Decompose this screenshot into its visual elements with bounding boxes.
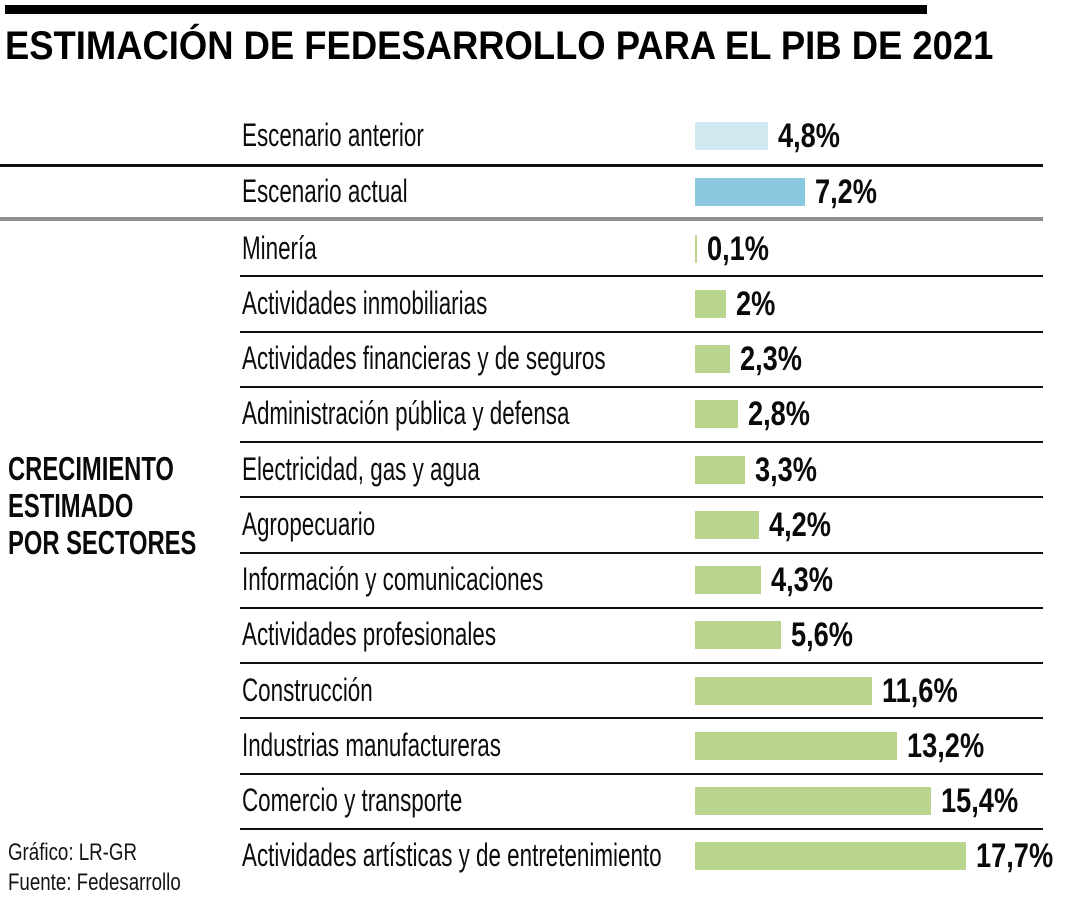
title-rule <box>5 5 927 14</box>
sector-value: 13,2% <box>906 726 985 765</box>
sector-row: Construcción 11,6% <box>0 662 1080 718</box>
sector-row: Agropecuario 4,2% <box>0 496 1080 552</box>
scenario-actual-bar <box>695 178 806 206</box>
sector-label: Construcción <box>242 671 373 708</box>
sector-label: Agropecuario <box>242 506 376 543</box>
scenario-anterior-label: Escenario anterior <box>242 117 424 154</box>
sector-bar <box>695 731 897 760</box>
row-separator <box>240 772 1043 775</box>
sector-bar-group: 15,4% <box>695 784 1037 818</box>
graphic-credit: Gráfico: LR-GR <box>8 839 137 866</box>
sector-label: Industrias manufactureras <box>242 727 501 764</box>
sector-bar-group: 13,2% <box>695 729 1003 763</box>
sector-bar <box>695 289 726 318</box>
sector-row: Electricidad, gas y agua 3,3% <box>0 441 1080 497</box>
scenario-row-actual: Escenario actual 7,2% <box>0 167 1080 217</box>
sector-label: Actividades artísticas y de entretenimie… <box>242 837 662 874</box>
sector-label: Administración pública y defensa <box>242 395 570 432</box>
sector-value: 3,3% <box>755 450 818 489</box>
sector-value: 11,6% <box>882 671 959 710</box>
sector-value: 0,1% <box>707 229 769 268</box>
sector-bar-group: 3,3% <box>695 453 833 487</box>
sector-bars-list: Minería 0,1% Actividades inmobiliarias 2% Ac… <box>0 221 1080 884</box>
sector-label: Información y comunicaciones <box>242 561 544 598</box>
sector-value: 2,8% <box>747 395 810 434</box>
sector-row: Actividades artísticas y de entretenimie… <box>0 827 1080 884</box>
sector-bar <box>695 787 931 816</box>
scenario-anterior-bar-group: 4,8% <box>695 119 856 153</box>
scenario-actual-bar-group: 7,2% <box>695 175 893 209</box>
sector-bar-group: 2,8% <box>695 397 825 431</box>
sector-value: 4,2% <box>769 505 832 544</box>
sector-bar <box>695 566 761 595</box>
sector-bar <box>695 400 738 429</box>
sector-bar <box>695 621 781 650</box>
row-separator <box>240 551 1043 554</box>
sector-value: 2% <box>735 284 775 323</box>
sector-row: Información y comunicaciones 4,3% <box>0 551 1080 608</box>
sector-bar <box>695 510 760 539</box>
separator-black <box>0 164 1043 167</box>
sector-bar <box>695 842 966 871</box>
sector-bar <box>695 455 746 484</box>
sector-bar <box>695 234 697 263</box>
sector-label: Comercio y transporte <box>242 782 463 819</box>
scenario-anterior-value: 4,8% <box>778 117 841 155</box>
sector-bar-group: 2% <box>695 287 785 321</box>
footer-credits: Gráfico: LR-GR Fuente: Fedesarrollo <box>8 838 229 898</box>
sector-row: Actividades inmobiliarias 2% <box>0 275 1080 331</box>
sector-value: 15,4% <box>940 782 1018 821</box>
sector-label: Actividades financieras y de seguros <box>242 340 606 377</box>
sector-label: Minería <box>242 229 317 266</box>
sector-bar-group: 0,1% <box>695 232 785 266</box>
sector-row: Actividades profesionales 5,6% <box>0 606 1080 663</box>
row-separator <box>240 662 1043 664</box>
scenario-row-anterior: Escenario anterior 4,8% <box>0 108 1080 164</box>
sector-bar-group: 5,6% <box>695 618 868 652</box>
group-label: CRECIMIENTO ESTIMADO POR SECTORES <box>8 450 197 561</box>
source-credit: Fuente: Fedesarrollo <box>8 869 181 896</box>
row-separator <box>240 441 1043 443</box>
sector-bar <box>695 676 873 705</box>
scenario-actual-label: Escenario actual <box>242 173 408 210</box>
sector-bar-group: 17,7% <box>695 839 1072 873</box>
sector-value: 4,3% <box>770 561 833 600</box>
scenario-anterior-bar <box>695 122 769 150</box>
row-separator <box>240 496 1043 499</box>
scenario-actual-value: 7,2% <box>815 173 878 211</box>
row-separator <box>240 385 1043 388</box>
separator-gray <box>0 217 1043 221</box>
sector-bar <box>695 345 731 374</box>
row-separator <box>240 330 1043 333</box>
sector-bar-group: 4,2% <box>695 508 847 542</box>
sector-label: Actividades inmobiliarias <box>242 285 488 322</box>
sector-bar-group: 11,6% <box>695 674 977 708</box>
row-separator <box>240 275 1043 278</box>
page-title-text: ESTIMACIÓN DE FEDESARROLLO PARA EL PIB D… <box>5 24 994 68</box>
sector-row: Minería 0,1% <box>0 221 1080 276</box>
sector-value: 2,3% <box>740 340 803 379</box>
row-separator <box>240 606 1043 609</box>
sector-value: 5,6% <box>790 616 853 655</box>
page-title: ESTIMACIÓN DE FEDESARROLLO PARA EL PIB D… <box>5 24 1080 68</box>
row-separator <box>240 827 1043 830</box>
sector-row: Actividades financieras y de seguros 2,3% <box>0 330 1080 387</box>
sector-label: Electricidad, gas y agua <box>242 450 480 487</box>
sector-bar-group: 4,3% <box>695 563 848 597</box>
sector-value: 17,7% <box>975 837 1053 876</box>
sector-label: Actividades profesionales <box>242 616 497 653</box>
sector-row: Administración pública y defensa 2,8% <box>0 385 1080 442</box>
sector-bar-group: 2,3% <box>695 342 818 376</box>
sector-row: Comercio y transporte 15,4% <box>0 772 1080 829</box>
sector-row: Industrias manufactureras 13,2% <box>0 717 1080 773</box>
row-separator <box>240 717 1043 720</box>
